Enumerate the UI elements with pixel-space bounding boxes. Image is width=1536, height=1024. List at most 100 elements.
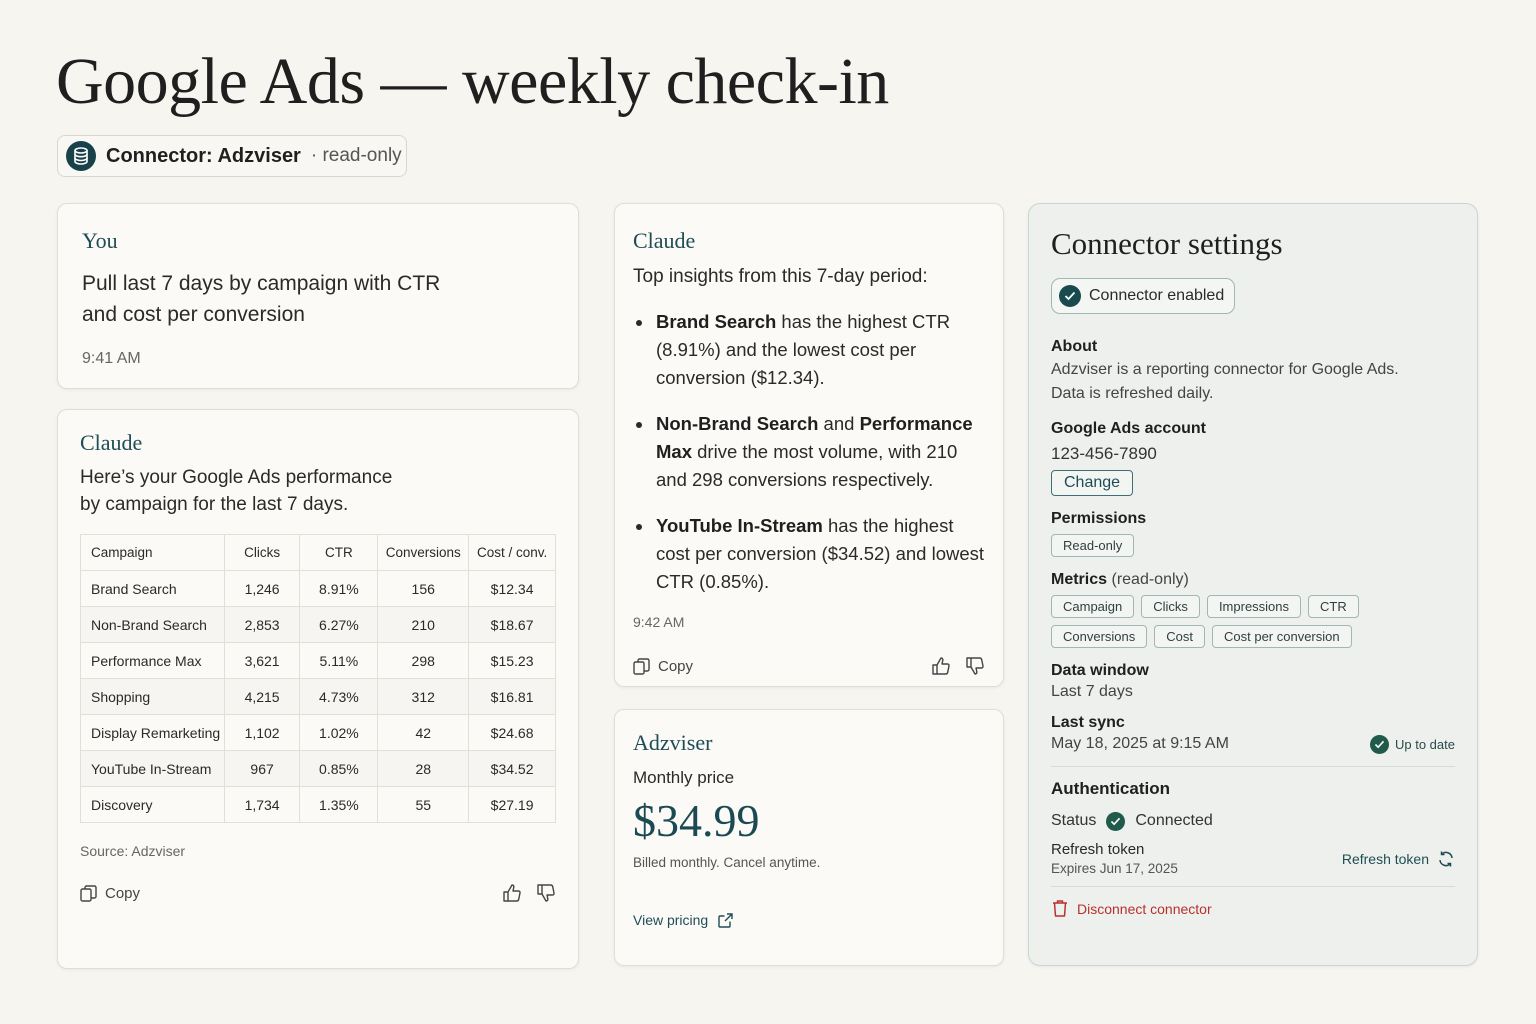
sync-status: Up to date: [1370, 734, 1455, 754]
table-cell: Display Remarketing: [80, 714, 225, 751]
refresh-token-expiry: Expires Jun 17, 2025: [1051, 861, 1178, 876]
copy-label: Copy: [658, 657, 694, 675]
table-cell: $16.81: [468, 678, 556, 715]
check-circle-icon: [1106, 811, 1126, 831]
table-cell: 4.73%: [299, 678, 379, 715]
billing-note: Billed monthly. Cancel anytime.: [633, 855, 821, 870]
message-time: 9:41 AM: [82, 350, 141, 367]
table-cell: 42: [377, 714, 470, 751]
message-author: Claude: [633, 228, 696, 253]
table-cell: Performance Max: [80, 642, 225, 679]
column-header: Conversions: [377, 534, 470, 571]
metrics-label: Metrics: [1051, 571, 1108, 588]
copy-button[interactable]: Copy: [80, 885, 140, 902]
column-header: CTR: [299, 534, 379, 571]
column-header: Clicks: [223, 534, 301, 571]
check-circle-icon: [1059, 285, 1081, 307]
change-account-button[interactable]: Change: [1051, 470, 1134, 496]
table-cell: $12.34: [468, 570, 556, 607]
table-cell: Non-Brand Search: [80, 606, 225, 643]
performance-table: Campaign Clicks CTR Conversions Cost / c…: [80, 534, 556, 823]
table-header-row: Campaign Clicks CTR Conversions Cost / c…: [80, 534, 556, 571]
table-cell: 28: [377, 750, 470, 787]
message-author: Claude: [80, 430, 143, 455]
metric-tag: Cost: [1154, 625, 1205, 648]
table-cell: 1,246: [223, 570, 301, 607]
table-cell: 156: [377, 570, 470, 607]
column-header: Campaign: [80, 534, 225, 571]
table-cell: 312: [377, 678, 470, 715]
database-icon: [66, 141, 96, 171]
table-cell: 5.11%: [299, 642, 379, 679]
product-name: Adzviser: [633, 730, 713, 755]
about-text: Adzviser is a reporting connector for Go…: [1051, 361, 1399, 402]
table-cell: 3,621: [223, 642, 301, 679]
table-cell: Shopping: [80, 678, 225, 715]
account-id: 123-456-7890: [1051, 444, 1157, 463]
insights-lead: Top insights from this 7-day period:: [633, 266, 928, 287]
copy-icon: [633, 657, 650, 675]
thumbs-down-icon[interactable]: [965, 656, 985, 676]
connector-mode: · read-only: [310, 145, 402, 166]
thumbs-down-icon[interactable]: [536, 883, 556, 903]
disconnect-button[interactable]: Disconnect connector: [1051, 899, 1455, 918]
copy-label: Copy: [105, 884, 141, 902]
list-item: YouTube In-Stream has the highest cost p…: [633, 512, 985, 596]
connector-badge[interactable]: Connector: Adzviser · read-only: [57, 135, 407, 177]
view-pricing-link[interactable]: View pricing: [633, 912, 985, 928]
assistant-table-card: Claude Here’s your Google Ads performanc…: [57, 409, 579, 969]
table-cell: $18.67: [468, 606, 556, 643]
table-cell: YouTube In-Stream: [80, 750, 225, 787]
permissions-label: Permissions: [1051, 510, 1147, 527]
user-message-card: You Pull last 7 days by campaign with CT…: [57, 203, 579, 389]
table-cell: Brand Search: [80, 570, 225, 607]
trash-icon: [1053, 900, 1067, 917]
auth-label: Authentication: [1051, 779, 1170, 798]
insights-list: Brand Search has the highest CTR (8.91%)…: [633, 308, 985, 596]
table-cell: 967: [223, 750, 301, 787]
table-cell: 55: [377, 786, 470, 823]
table-cell: 1,734: [223, 786, 301, 823]
check-circle-icon: [1370, 734, 1389, 754]
settings-title: Connector settings: [1051, 226, 1283, 261]
table-cell: 4,215: [223, 678, 301, 715]
monthly-price-label: Monthly price: [633, 768, 735, 787]
copy-button[interactable]: Copy: [633, 658, 693, 675]
metric-tag: Cost per conversion: [1212, 625, 1352, 648]
page-title: Google Ads — weekly check-in: [56, 45, 889, 118]
refresh-icon: [1439, 851, 1453, 866]
table-cell: 1.35%: [299, 786, 379, 823]
table-row: Non-Brand Search 2,853 6.27% 210 $18.67: [80, 606, 556, 643]
table-cell: $15.23: [468, 642, 556, 679]
account-label: Google Ads account: [1051, 420, 1206, 437]
table-row: Performance Max 3,621 5.11% 298 $15.23: [80, 642, 556, 679]
last-sync-label: Last sync: [1051, 714, 1125, 731]
metric-tag: Impressions: [1206, 595, 1302, 618]
divider: [1051, 886, 1455, 887]
refresh-token-button[interactable]: Refresh token: [1342, 850, 1455, 868]
table-row: Display Remarketing 1,102 1.02% 42 $24.6…: [80, 714, 556, 751]
about-label: About: [1051, 338, 1098, 355]
message-text: Pull last 7 days by campaign with CTR an…: [82, 272, 441, 326]
thumbs-up-icon[interactable]: [502, 883, 522, 903]
connector-name: Connector: Adzviser: [106, 144, 301, 167]
connector-enabled-toggle[interactable]: Connector enabled: [1051, 278, 1236, 314]
message-intro: Here’s your Google Ads performance by ca…: [80, 467, 393, 515]
price-value: $34.99: [633, 795, 760, 846]
message-time: 9:42 AM: [633, 614, 685, 630]
message-actions: Copy: [633, 656, 985, 676]
thumbs-up-icon[interactable]: [931, 656, 951, 676]
enabled-label: Connector enabled: [1089, 287, 1225, 304]
metrics-suffix: (read-only): [1111, 571, 1189, 588]
status-label: Status: [1051, 812, 1097, 829]
assistant-insights-card: Claude Top insights from this 7-day peri…: [614, 203, 1004, 687]
table-cell: 2,853: [223, 606, 301, 643]
status-value: Connected: [1135, 812, 1213, 829]
table-row: Shopping 4,215 4.73% 312 $16.81: [80, 678, 556, 715]
table-row: Discovery 1,734 1.35% 55 $27.19: [80, 786, 556, 823]
list-item: Non-Brand Search and Performance Max dri…: [633, 410, 985, 494]
source-note: Source: Adzviser: [80, 843, 186, 859]
message-author: You: [82, 228, 118, 253]
copy-icon: [80, 884, 97, 902]
permission-tag: Read-only: [1051, 534, 1135, 557]
